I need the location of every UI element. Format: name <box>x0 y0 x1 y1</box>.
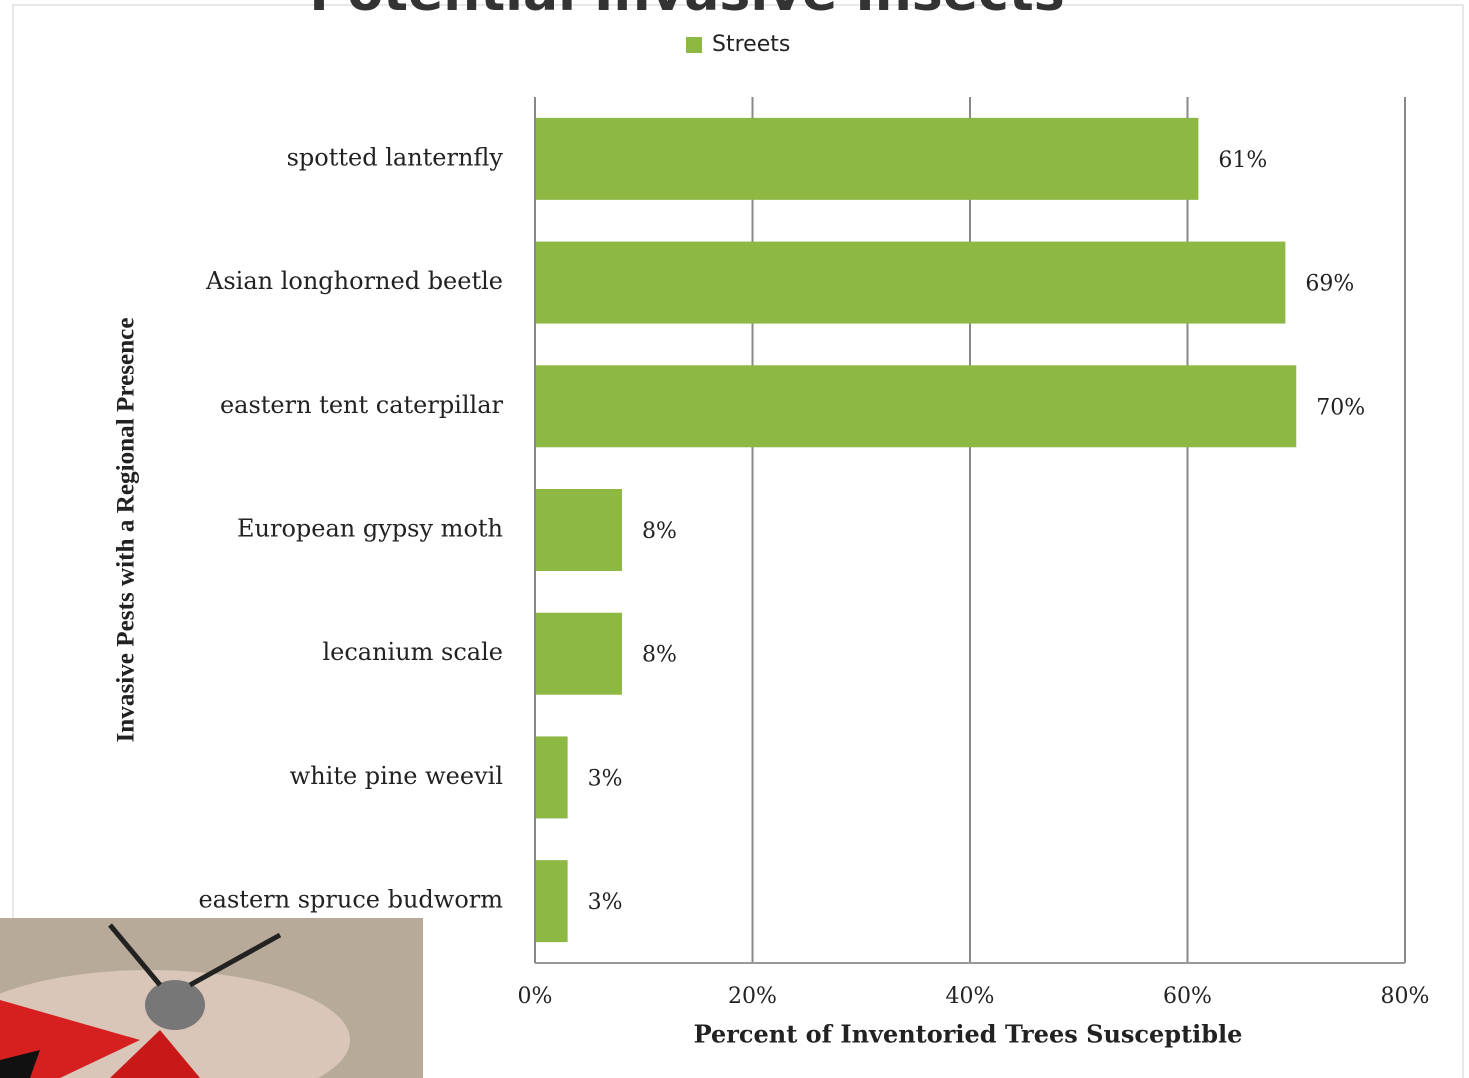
data-label: 69% <box>1305 272 1354 297</box>
bar <box>535 117 1199 200</box>
y-tick-label: eastern tent caterpillar <box>220 391 504 419</box>
bar <box>535 612 622 695</box>
data-label: 3% <box>588 890 623 915</box>
bar <box>535 860 568 943</box>
data-label: 8% <box>642 643 677 668</box>
data-label: 3% <box>588 766 623 791</box>
data-label: 70% <box>1316 395 1365 420</box>
y-axis-title: Invasive Pests with a Regional Presence <box>113 318 140 743</box>
bar <box>535 489 622 571</box>
data-label: 8% <box>642 519 677 544</box>
bar <box>535 241 1286 324</box>
photo <box>0 918 423 1078</box>
y-tick-label: lecanium scale <box>322 638 503 666</box>
y-tick-label: white pine weevil <box>290 762 503 790</box>
y-tick-label: Asian longhorned beetle <box>205 267 503 295</box>
legend-label: Streets <box>712 32 790 57</box>
y-tick-label: eastern spruce budworm <box>198 886 503 914</box>
y-tick-label: European gypsy moth <box>237 515 503 543</box>
data-label: 61% <box>1218 148 1267 173</box>
bar <box>535 365 1297 448</box>
y-tick-label: spotted lanternfly <box>287 143 504 171</box>
x-tick-label: 60% <box>1163 984 1212 1009</box>
x-axis-title: Percent of Inventoried Trees Susceptible <box>694 1020 1243 1049</box>
x-tick-label: 0% <box>518 984 553 1009</box>
bar <box>535 736 568 819</box>
x-tick-label: 40% <box>946 984 995 1009</box>
legend-swatch <box>686 37 702 53</box>
chart-title: Potential Invasive Insects <box>309 0 1064 23</box>
x-tick-label: 20% <box>728 984 777 1009</box>
x-tick-label: 80% <box>1381 984 1430 1009</box>
